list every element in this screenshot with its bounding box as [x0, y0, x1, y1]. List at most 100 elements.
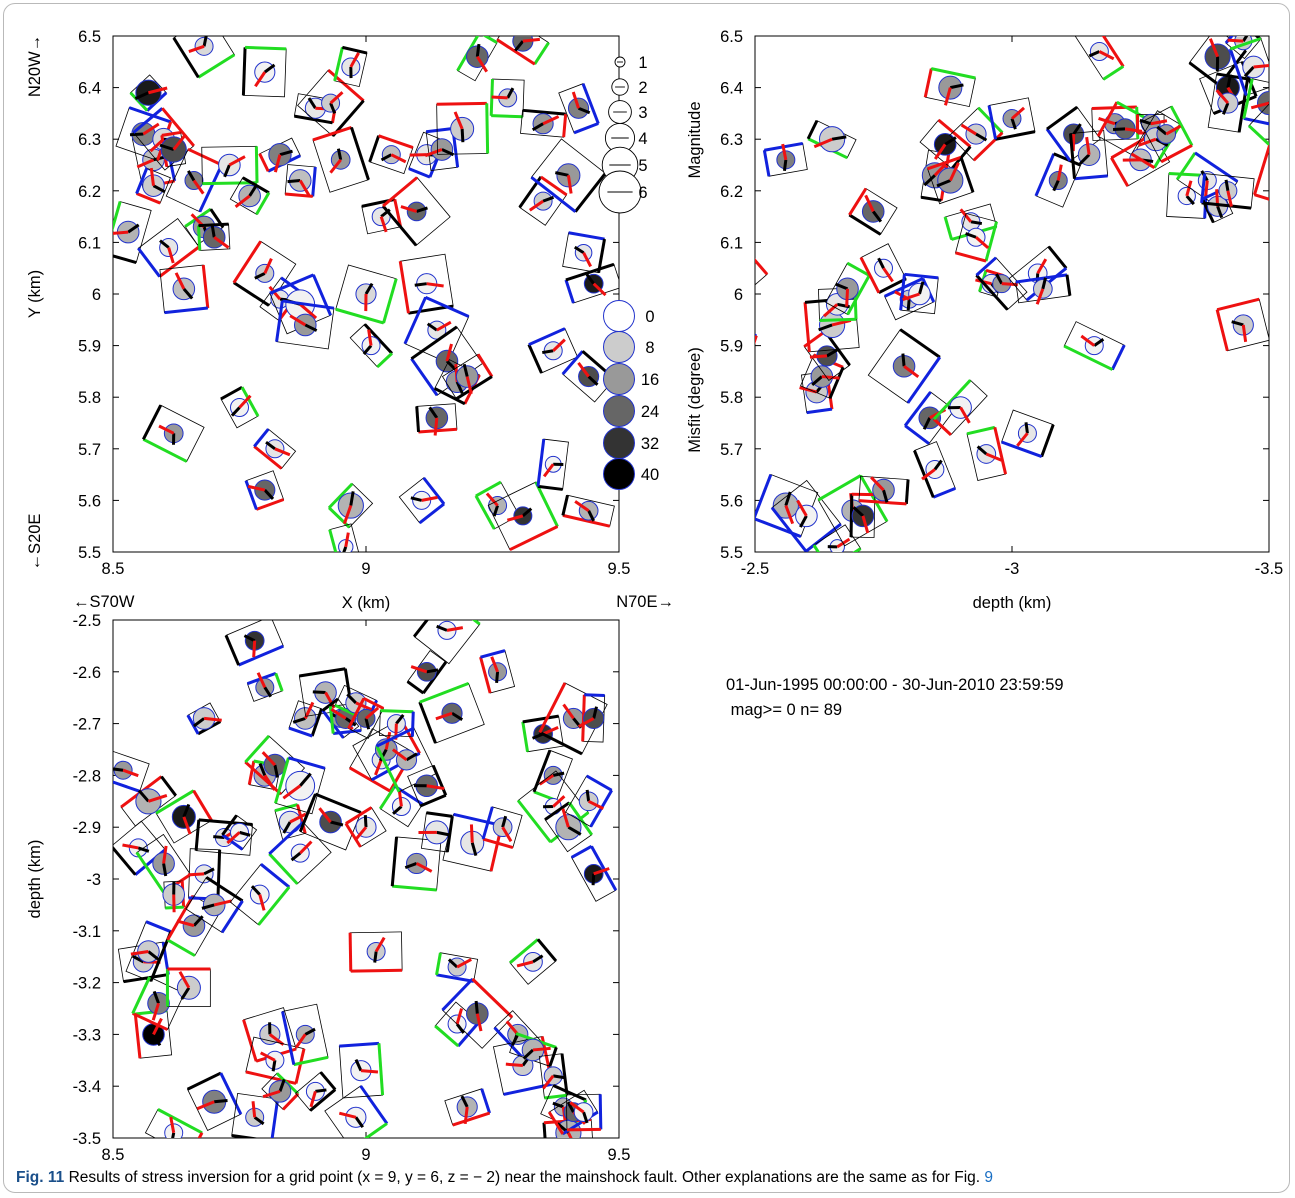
- mechanism-edge: [380, 709, 414, 714]
- mechanism-edge: [803, 302, 811, 352]
- stress-axis-black: [852, 506, 864, 517]
- mechanism-edge: [113, 252, 137, 265]
- mechanism-edge: [806, 119, 819, 140]
- stress-axis-red: [349, 52, 360, 68]
- mechanism-edge: [268, 852, 299, 885]
- east-direction-label: N70E→: [616, 593, 674, 611]
- stress-axis-black: [552, 1101, 564, 1109]
- mechanism-edge: [259, 863, 291, 889]
- mechanism-edge: [282, 299, 335, 310]
- stress-axis-black: [922, 417, 932, 430]
- west-direction-label: ←S70W: [73, 593, 135, 611]
- stress-axis-black: [826, 348, 839, 358]
- mechanism-edge: [328, 506, 351, 529]
- mechanism-edge: [426, 811, 453, 818]
- stress-axis-red: [289, 314, 307, 327]
- mechanism-edge: [1286, 216, 1295, 222]
- stress-axis-black: [230, 406, 241, 417]
- mechanism-edge: [293, 1055, 329, 1067]
- stress-axis-red: [1208, 38, 1219, 58]
- stress-event: [231, 1092, 280, 1138]
- mechanism-edge: [312, 274, 332, 316]
- stress-event: [530, 138, 607, 213]
- y-tick-label: -3: [86, 871, 101, 889]
- stress-axis-red: [542, 1074, 555, 1090]
- y-tick-label: 6.3: [720, 131, 743, 149]
- y-tick-label: 6.4: [78, 80, 101, 98]
- mechanism-edge: [221, 833, 244, 851]
- y-axis-label: Y (km): [26, 270, 44, 318]
- stress-event: [538, 1053, 569, 1100]
- mechanism-edge: [296, 804, 307, 834]
- stress-axis-red: [577, 717, 595, 728]
- stress-axis-black: [248, 184, 258, 197]
- stress-axis-black: [378, 748, 388, 762]
- stress-axis-black: [279, 149, 293, 157]
- mechanism-edge: [219, 1072, 243, 1115]
- stress-axis-black: [782, 159, 788, 172]
- mechanism-edge: [333, 47, 344, 82]
- south-direction-label: ←S20E: [26, 514, 44, 571]
- mechanism-edge: [247, 760, 256, 785]
- stress-axis-black: [137, 789, 150, 803]
- mechanism-edge: [137, 247, 161, 278]
- mechanism-edge: [270, 1098, 280, 1138]
- stress-axis-black: [577, 106, 591, 115]
- caption-figure-link[interactable]: 9: [984, 1169, 993, 1186]
- mechanism-edge: [858, 499, 907, 506]
- stress-axis-black: [995, 273, 1004, 285]
- mechanism-edge: [419, 681, 470, 704]
- stress-axis-red: [475, 1013, 483, 1032]
- stress-axis-black: [1268, 101, 1269, 104]
- mechanism-edge: [406, 680, 425, 695]
- mechanism-edge: [984, 221, 999, 262]
- stress-axis-red: [1080, 334, 1096, 347]
- misfit-legend: 0 8 16 24 32 40: [603, 300, 659, 490]
- mechanism-edge: [220, 385, 243, 401]
- mechanism-edge: [1229, 37, 1262, 51]
- stress-axis-black: [462, 363, 469, 377]
- stress-axis-black: [436, 624, 448, 632]
- stress-axis-black: [203, 867, 215, 876]
- mechanism-edge: [848, 187, 868, 216]
- stress-axis-black: [511, 1033, 520, 1046]
- stress-axis-red: [453, 111, 464, 130]
- stress-axis-black: [395, 713, 405, 725]
- mechanism-edge: [342, 45, 368, 55]
- stress-axis-black: [818, 323, 833, 332]
- stress-axis-red: [178, 971, 191, 989]
- mechanism-edge: [244, 734, 270, 764]
- stress-axis-black: [877, 257, 885, 269]
- stress-axis-black: [744, 262, 745, 273]
- stress-axis-black: [585, 789, 591, 802]
- stress-axis-red: [294, 1033, 307, 1049]
- stress-axis-red: [309, 1090, 317, 1108]
- event-layer: [744, 36, 1295, 552]
- stress-axis-black: [872, 210, 883, 223]
- stress-axis-red: [303, 701, 315, 720]
- stress-axis-black: [474, 1000, 479, 1014]
- mechanism-edge: [339, 1041, 380, 1048]
- stress-event: [406, 649, 448, 695]
- stress-event: [125, 920, 173, 982]
- stress-event: [398, 476, 446, 525]
- stress-axis-red: [1011, 106, 1026, 120]
- stress-axis-red: [262, 1089, 281, 1099]
- stress-axis-red: [542, 115, 560, 126]
- mechanism-edge: [166, 894, 195, 941]
- stress-axis-red: [1124, 127, 1143, 133]
- stress-axis-red: [268, 1033, 285, 1046]
- stress-axis-black: [152, 990, 160, 1004]
- stress-axis-black: [460, 1095, 469, 1108]
- stress-event: [269, 273, 332, 335]
- stress-axis-black: [414, 282, 427, 287]
- stress-event: [229, 176, 271, 216]
- stress-axis-red: [299, 840, 313, 855]
- stress-axis-red: [158, 424, 175, 435]
- stress-axis-red: [552, 338, 566, 352]
- mechanism-edge: [573, 122, 599, 135]
- stress-axis-red: [254, 71, 267, 88]
- mechanism-edge: [232, 240, 262, 284]
- mechanism-box: [413, 620, 481, 665]
- mechanism-edge: [258, 153, 270, 172]
